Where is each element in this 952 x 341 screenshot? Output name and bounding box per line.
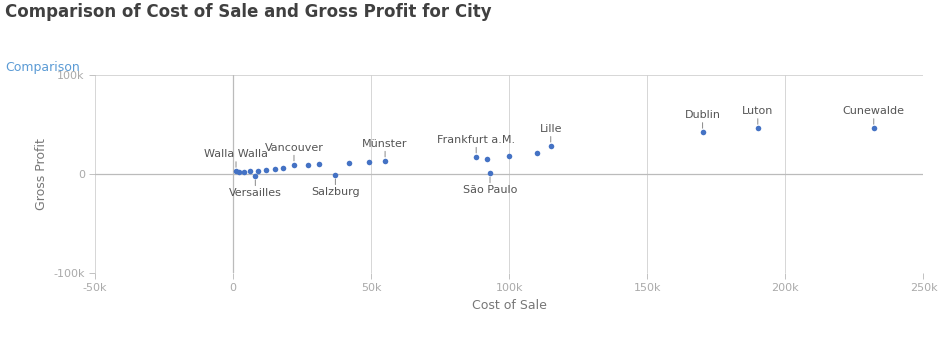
Point [248, 173, 263, 179]
Point [267, 166, 282, 172]
Text: Comparison of Cost of Sale and Gross Profit for City: Comparison of Cost of Sale and Gross Pro… [5, 3, 491, 21]
Point [866, 126, 882, 131]
Point [502, 153, 517, 159]
Text: Comparison: Comparison [5, 61, 80, 74]
Point [327, 172, 343, 178]
Text: Vancouver: Vancouver [265, 143, 324, 161]
Point [250, 168, 266, 174]
Point [242, 169, 257, 174]
Point [377, 158, 392, 164]
Point [311, 161, 327, 166]
Text: Walla Walla: Walla Walla [204, 149, 268, 167]
Text: Luton: Luton [743, 106, 773, 124]
Point [361, 159, 376, 164]
Point [228, 169, 244, 174]
Point [287, 162, 302, 168]
Point [695, 130, 710, 135]
Text: Lille: Lille [540, 124, 562, 142]
Point [529, 150, 545, 156]
Point [342, 160, 357, 165]
Point [543, 144, 558, 149]
Point [300, 162, 315, 167]
Point [750, 126, 765, 131]
Text: Dublin: Dublin [684, 110, 721, 128]
Text: Münster: Münster [363, 138, 407, 157]
Text: Versailles: Versailles [228, 180, 282, 198]
Text: Salzburg: Salzburg [311, 179, 360, 197]
Point [231, 170, 247, 175]
Point [483, 170, 498, 176]
Point [275, 165, 290, 171]
Text: São Paulo: São Paulo [463, 177, 517, 195]
Text: Frankfurt a.M.: Frankfurt a.M. [437, 135, 515, 153]
Point [480, 156, 495, 162]
Point [237, 169, 252, 175]
X-axis label: Cost of Sale: Cost of Sale [472, 299, 546, 312]
Point [468, 154, 484, 160]
Point [259, 167, 274, 173]
Y-axis label: Gross Profit: Gross Profit [34, 138, 48, 210]
Text: Cunewalde: Cunewalde [843, 106, 904, 124]
